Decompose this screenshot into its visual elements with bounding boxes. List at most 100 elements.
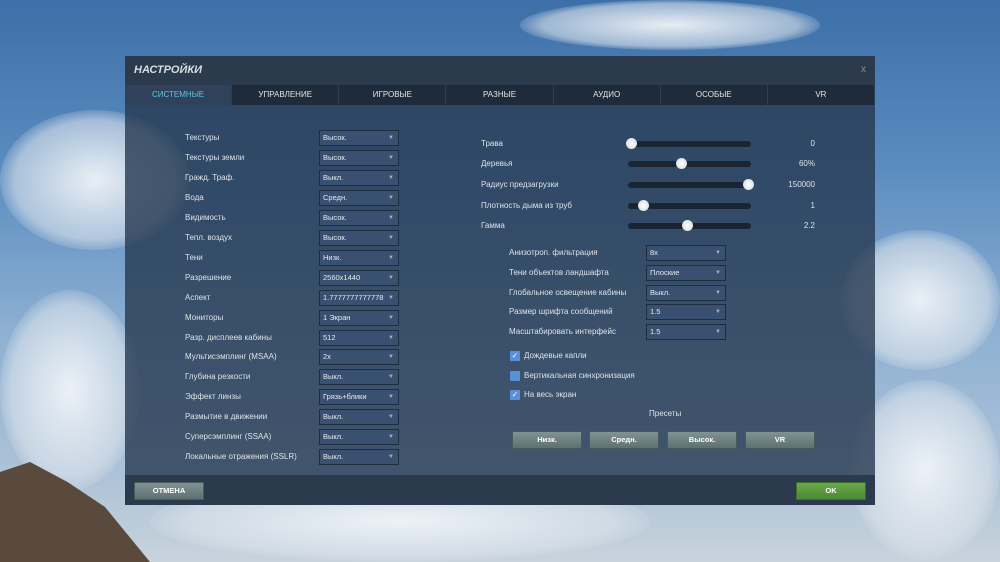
setting-label: Размер шрифта сообщений <box>509 307 613 317</box>
setting-label: Тени объектов ландшафта <box>509 267 609 277</box>
chevron-down-icon: ▼ <box>388 454 394 461</box>
slider-label: Деревья <box>481 159 513 168</box>
slider-thumb[interactable] <box>743 179 754 190</box>
slider-thumb[interactable] <box>682 220 694 231</box>
preset-button[interactable]: VR <box>745 431 815 449</box>
chevron-down-icon: ▼ <box>715 309 721 316</box>
setting-dropdown[interactable]: 1.5 ▼ <box>646 324 726 341</box>
dropdown-value: Выкл. <box>323 432 344 442</box>
checkbox[interactable]: ✓ <box>510 390 520 401</box>
dropdown-value: Низк. <box>323 252 342 262</box>
setting-label: Размытие в движении <box>185 412 268 422</box>
dropdown-value: Плоские <box>650 267 680 277</box>
chevron-down-icon: ▼ <box>388 374 394 381</box>
setting-dropdown[interactable]: Выкл. ▼ <box>319 429 399 446</box>
tab-0[interactable]: СИСТЕМНЫЕ <box>125 85 233 105</box>
setting-label: Гражд. Траф. <box>185 172 235 182</box>
preset-button[interactable]: Низк. <box>512 431 582 449</box>
cloud <box>850 380 1000 560</box>
setting-dropdown[interactable]: 512 ▼ <box>319 329 399 346</box>
tab-4[interactable]: АУДИО <box>554 85 661 105</box>
slider-track[interactable] <box>628 179 754 190</box>
setting-dropdown[interactable]: Выкл. ▼ <box>646 284 726 301</box>
dropdown-value: Выкл. <box>323 452 344 462</box>
footer: ОТМЕНА OK <box>125 475 875 505</box>
setting-dropdown[interactable]: Низк. ▼ <box>319 249 399 266</box>
slider-thumb[interactable] <box>676 158 688 169</box>
dropdown-value: 1.7777777777778 <box>323 292 384 302</box>
tab-6[interactable]: VR <box>768 85 875 105</box>
setting-dropdown[interactable]: 1.5 ▼ <box>646 304 726 321</box>
settings-dialog: НАСТРОЙКИ x СИСТЕМНЫЕ УПРАВЛЕНИЕ ИГРОВЫЕ РА… <box>125 56 875 505</box>
title-bar: НАСТРОЙКИ x <box>125 56 875 85</box>
setting-dropdown[interactable]: 1 Экран ▼ <box>319 309 399 326</box>
dropdown-value: Выкл. <box>650 287 671 297</box>
setting-dropdown[interactable]: Высок. ▼ <box>319 229 399 246</box>
slider-track[interactable] <box>628 200 751 211</box>
chevron-down-icon: ▼ <box>388 254 394 261</box>
slider-track[interactable] <box>626 138 751 149</box>
setting-dropdown[interactable]: Высок. ▼ <box>319 130 399 146</box>
checkbox-label: Дождевые капли <box>524 351 587 360</box>
dropdown-value: 1 Экран <box>323 312 351 322</box>
slider-value: 60% <box>798 159 815 168</box>
chevron-down-icon: ▼ <box>388 174 394 181</box>
slider-thumb[interactable] <box>637 200 649 211</box>
dropdown-value: 1.5 <box>650 327 661 337</box>
slider-value: 0 <box>810 139 815 148</box>
checkbox[interactable] <box>510 370 520 381</box>
chevron-down-icon: ▼ <box>388 354 394 361</box>
dropdown-value: Высок. <box>323 133 347 142</box>
preset-button[interactable]: Высок. <box>667 431 737 449</box>
ok-button[interactable]: OK <box>796 482 866 500</box>
chevron-down-icon: ▼ <box>388 414 394 421</box>
slider-value: 1 <box>810 201 815 210</box>
setting-label: Текстуры земли <box>185 152 245 162</box>
setting-dropdown[interactable]: Плоские ▼ <box>646 264 726 281</box>
setting-dropdown[interactable]: Средн. ▼ <box>319 189 399 206</box>
setting-label: Видимость <box>185 212 226 222</box>
setting-dropdown[interactable]: 2560x1440 ▼ <box>319 269 399 286</box>
cancel-button[interactable]: ОТМЕНА <box>134 482 204 500</box>
dropdown-value: 1.5 <box>650 307 661 317</box>
setting-dropdown[interactable]: Грязь+блики ▼ <box>319 389 399 406</box>
setting-dropdown[interactable]: Выкл. ▼ <box>319 409 399 426</box>
preset-button[interactable]: Средн. <box>589 431 659 449</box>
close-icon[interactable]: x <box>861 64 866 75</box>
setting-dropdown[interactable]: 2x ▼ <box>319 349 399 366</box>
slider-thumb[interactable] <box>626 138 637 149</box>
slider-value: 2.2 <box>803 221 815 230</box>
slider-label: Радиус предзагрузки <box>481 180 559 189</box>
setting-label: Масштабировать интерфейс <box>509 327 616 337</box>
slider-label: Плотность дыма из труб <box>481 201 573 210</box>
dropdown-value: Высок. <box>323 232 347 242</box>
slider-track[interactable] <box>628 158 751 169</box>
setting-label: Аспект <box>185 292 211 302</box>
checkbox-label: На весь экран <box>524 390 577 400</box>
setting-label: Глубина резкости <box>185 372 251 382</box>
setting-dropdown[interactable]: Выкл. ▼ <box>319 169 399 186</box>
tab-1[interactable]: УПРАВЛЕНИЕ <box>232 85 340 105</box>
chevron-down-icon: ▼ <box>715 289 721 296</box>
setting-label: Разрешение <box>185 272 232 282</box>
chevron-down-icon: ▼ <box>388 234 394 241</box>
setting-label: Разр. дисплеев кабины <box>185 332 272 342</box>
dropdown-value: Средн. <box>323 192 348 202</box>
chevron-down-icon: ▼ <box>715 250 721 256</box>
setting-label: Анизотроп. фильтрация <box>509 248 598 257</box>
slider-label: Трава <box>481 139 503 148</box>
tab-3[interactable]: РАЗНЫЕ <box>446 85 554 105</box>
setting-label: Мониторы <box>185 312 224 322</box>
setting-dropdown[interactable]: Высок. ▼ <box>319 149 399 166</box>
setting-dropdown[interactable]: Выкл. ▼ <box>319 449 399 466</box>
setting-dropdown[interactable]: Высок. ▼ <box>319 209 399 226</box>
setting-dropdown[interactable]: 1.7777777777778 ▼ <box>319 289 399 306</box>
setting-label: Суперсэмплинг (SSAA) <box>185 432 272 442</box>
checkbox[interactable]: ✓ <box>510 351 520 361</box>
setting-dropdown[interactable]: 8x ▼ <box>646 245 726 261</box>
slider-track[interactable] <box>628 220 751 231</box>
chevron-down-icon: ▼ <box>388 394 394 401</box>
tab-5[interactable]: ОСОБЫЕ <box>661 85 768 105</box>
tab-2[interactable]: ИГРОВЫЕ <box>339 85 447 105</box>
setting-dropdown[interactable]: Выкл. ▼ <box>319 369 399 386</box>
